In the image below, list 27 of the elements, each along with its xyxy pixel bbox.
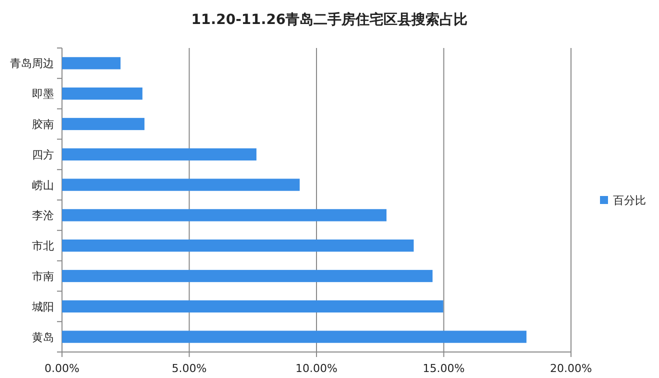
x-tick-label: 20.00% [550, 362, 592, 375]
bar [62, 330, 526, 343]
y-tick-label: 市北 [32, 240, 54, 253]
chart-title: 11.20-11.26青岛二手房住宅区县搜索占比 [191, 11, 468, 28]
bar [62, 270, 433, 282]
bar [62, 88, 142, 100]
y-tick-label: 市南 [32, 270, 54, 283]
y-tick-label: 城阳 [31, 300, 54, 314]
legend-label: 百分比 [613, 194, 646, 207]
bar [62, 240, 414, 252]
y-tick-label: 黄岛 [32, 330, 54, 344]
y-tick-label: 青岛周边 [10, 57, 54, 70]
y-tick-label: 崂山 [32, 178, 54, 192]
bar [62, 57, 121, 70]
bar [62, 178, 300, 191]
y-tick-label: 胶南 [32, 118, 54, 131]
bar [62, 300, 444, 312]
y-tick-label: 即墨 [32, 88, 54, 101]
x-tick-label: 5.00% [172, 362, 207, 375]
bar [62, 148, 256, 160]
x-tick-label: 10.00% [296, 362, 338, 375]
bar [62, 118, 144, 130]
x-tick-label: 0.00% [44, 362, 80, 375]
y-tick-label: 四方 [32, 148, 54, 162]
x-tick-label: 15.00% [422, 362, 465, 375]
bar [62, 209, 386, 222]
y-tick-label: 李沧 [32, 209, 54, 222]
